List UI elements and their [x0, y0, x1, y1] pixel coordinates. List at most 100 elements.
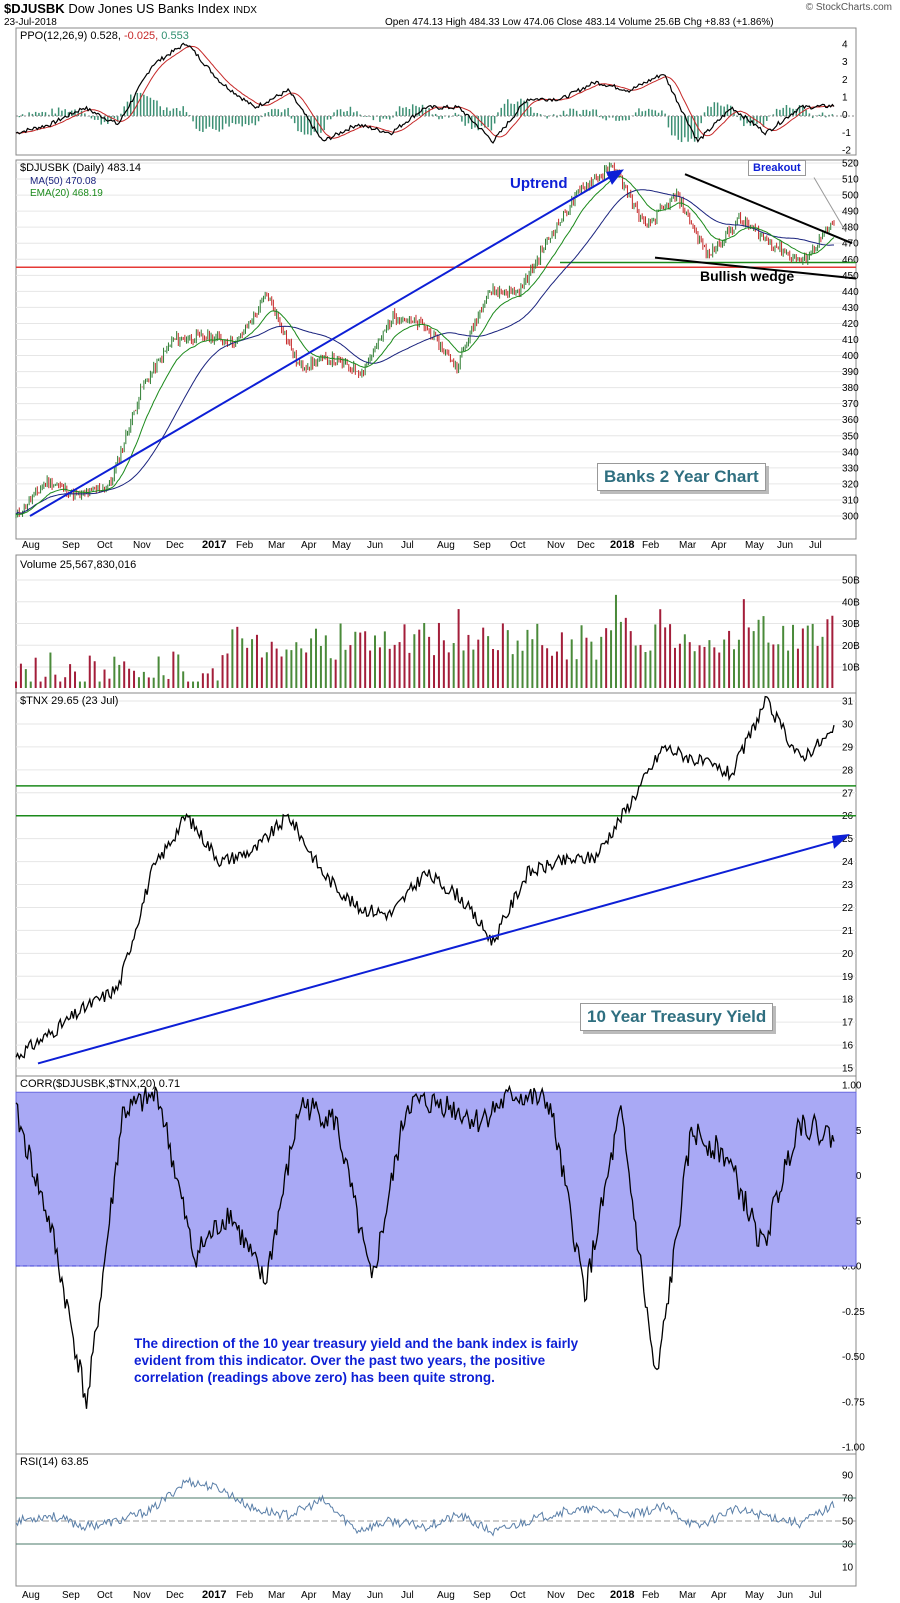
volume-bar: [19, 663, 22, 688]
volume-bar: [639, 644, 642, 688]
volume-bar: [796, 648, 799, 688]
volume-bar: [388, 648, 391, 688]
volume-bar: [782, 625, 785, 688]
volume-bar: [177, 654, 180, 688]
volume-bar: [280, 656, 283, 688]
volume-bar: [610, 630, 613, 688]
volume-bar: [128, 668, 131, 688]
corr-note-line: evident from this indicator. Over the pa…: [134, 1353, 546, 1368]
volume-bar: [787, 650, 790, 688]
rsi-x-label: Feb: [642, 1590, 660, 1601]
volume-bar: [654, 624, 657, 688]
price-x-label: Oct: [510, 540, 526, 551]
price-x-label: May: [745, 540, 764, 551]
price-x-label: Sep: [62, 540, 80, 551]
rsi-tick-label: 70: [842, 1494, 854, 1505]
rsi-x-label: Aug: [437, 1590, 455, 1601]
volume-bar: [241, 638, 244, 688]
ohlc-readout: Open 474.13 High 484.33 Low 474.06 Close…: [385, 17, 774, 28]
corr-line: [15, 1084, 835, 1409]
price-x-label: Nov: [133, 540, 151, 551]
uptrend-annotation: Uptrend: [510, 175, 568, 192]
volume-bar: [285, 649, 288, 688]
volume-bar: [526, 629, 529, 688]
price-x-label: May: [332, 540, 351, 551]
ppo-legend-label: PPO(12,26,9): [20, 30, 88, 42]
ppo-signal-value: -0.025,: [123, 30, 159, 42]
ppo-panel: [15, 27, 857, 156]
volume-bar: [142, 671, 145, 688]
rsi-x-label: Dec: [577, 1590, 595, 1601]
volume-tick-label: 10B: [842, 663, 860, 674]
volume-bar: [398, 642, 401, 688]
tnx-tick-label: 29: [842, 742, 854, 753]
volume-tick-label: 20B: [842, 641, 860, 652]
banks-chart-label: Banks 2 Year Chart: [597, 463, 766, 491]
volume-bar: [806, 625, 809, 688]
volume-bar: [693, 651, 696, 688]
volume-bar: [772, 644, 775, 688]
volume-bar: [536, 623, 539, 688]
volume-bar: [319, 645, 322, 688]
volume-bar: [575, 659, 578, 688]
volume-bar: [826, 619, 829, 688]
volume-bar: [201, 673, 204, 688]
volume-bar: [137, 677, 140, 688]
treasury-label: 10 Year Treasury Yield: [580, 1003, 774, 1031]
ppo-tick-label: -1: [842, 128, 851, 139]
volume-bar: [669, 624, 672, 688]
tnx-tick-label: 26: [842, 811, 854, 822]
price-panel: [15, 159, 857, 540]
volume-bar: [359, 632, 362, 688]
price-legend: $DJUSBK (Daily) 483.14: [20, 162, 142, 174]
volume-bar: [255, 634, 258, 688]
rsi-tick-label: 50: [842, 1517, 854, 1528]
volume-bar: [585, 637, 588, 688]
tnx-tick-label: 16: [842, 1041, 854, 1052]
volume-bar: [757, 619, 760, 688]
volume-bar: [305, 652, 308, 688]
rsi-x-label: 2017: [202, 1589, 226, 1601]
tnx-tick-label: 24: [842, 857, 854, 868]
volume-bar: [413, 634, 416, 688]
rsi-x-label: Sep: [473, 1590, 491, 1601]
price-x-label: Dec: [166, 540, 184, 551]
volume-bar: [482, 627, 485, 688]
rsi-x-label: Apr: [711, 1590, 727, 1601]
volume-bar: [29, 681, 32, 688]
price-x-label: Aug: [22, 540, 40, 551]
price-tick-label: 300: [842, 512, 859, 523]
volume-bar: [349, 645, 352, 688]
wedge-lower-line: [654, 256, 857, 280]
volume-bar: [74, 671, 77, 688]
price-x-label: Feb: [642, 540, 660, 551]
volume-bar: [560, 632, 563, 688]
volume-bar: [167, 678, 170, 688]
volume-bar: [187, 681, 190, 688]
volume-bar: [324, 635, 327, 688]
tnx-tick-label: 22: [842, 903, 854, 914]
ppo-line: [15, 42, 835, 144]
corr-tick-label: -0.75: [842, 1397, 865, 1408]
price-x-label: Mar: [268, 540, 286, 551]
volume-bar: [506, 630, 509, 688]
volume-bar: [487, 636, 490, 688]
volume-bar: [737, 639, 740, 688]
ma50-legend: MA(50) 470.08: [30, 176, 97, 187]
rsi-tick-label: 10: [842, 1563, 854, 1574]
corr-note-line: The direction of the 10 year treasury yi…: [134, 1336, 579, 1351]
tnx-line: [15, 695, 835, 1061]
volume-bar: [792, 624, 795, 688]
rsi-x-label: May: [332, 1590, 351, 1601]
volume-bar: [447, 652, 450, 688]
volume-bar: [546, 648, 549, 688]
volume-bar: [374, 635, 377, 688]
tnx-tick-label: 23: [842, 880, 854, 891]
ppo-value: 0.528,: [90, 30, 121, 42]
volume-bar: [811, 623, 814, 688]
price-x-label: Nov: [547, 540, 565, 551]
watermark: © StockCharts.com: [805, 2, 892, 13]
volume-bar: [541, 645, 544, 688]
price-x-label: Jul: [401, 540, 414, 551]
